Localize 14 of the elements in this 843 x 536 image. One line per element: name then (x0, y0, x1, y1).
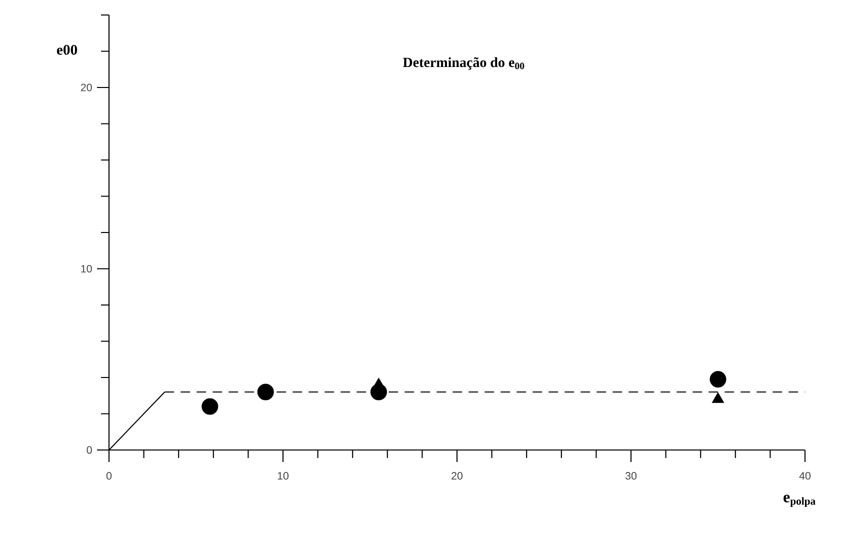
x-tick-label: 40 (799, 472, 811, 480)
point (710, 371, 726, 388)
y-tick-label: 10 (81, 264, 92, 273)
x-tick-label: 0 (106, 472, 112, 480)
point (257, 384, 274, 400)
x-tick-label: 10 (278, 472, 289, 480)
y-axis-title: e00 (56, 44, 78, 55)
y-tick-label: 20 (80, 84, 92, 92)
y-tick-label: 0 (86, 446, 92, 454)
text: Determinação do e$_{00}$ (402, 57, 524, 70)
point (202, 398, 218, 415)
x-tick-label: 20 (452, 472, 463, 480)
x-axis-title: e$_{polpa}$ (784, 494, 816, 507)
x-tick-label: 30 (625, 472, 637, 480)
